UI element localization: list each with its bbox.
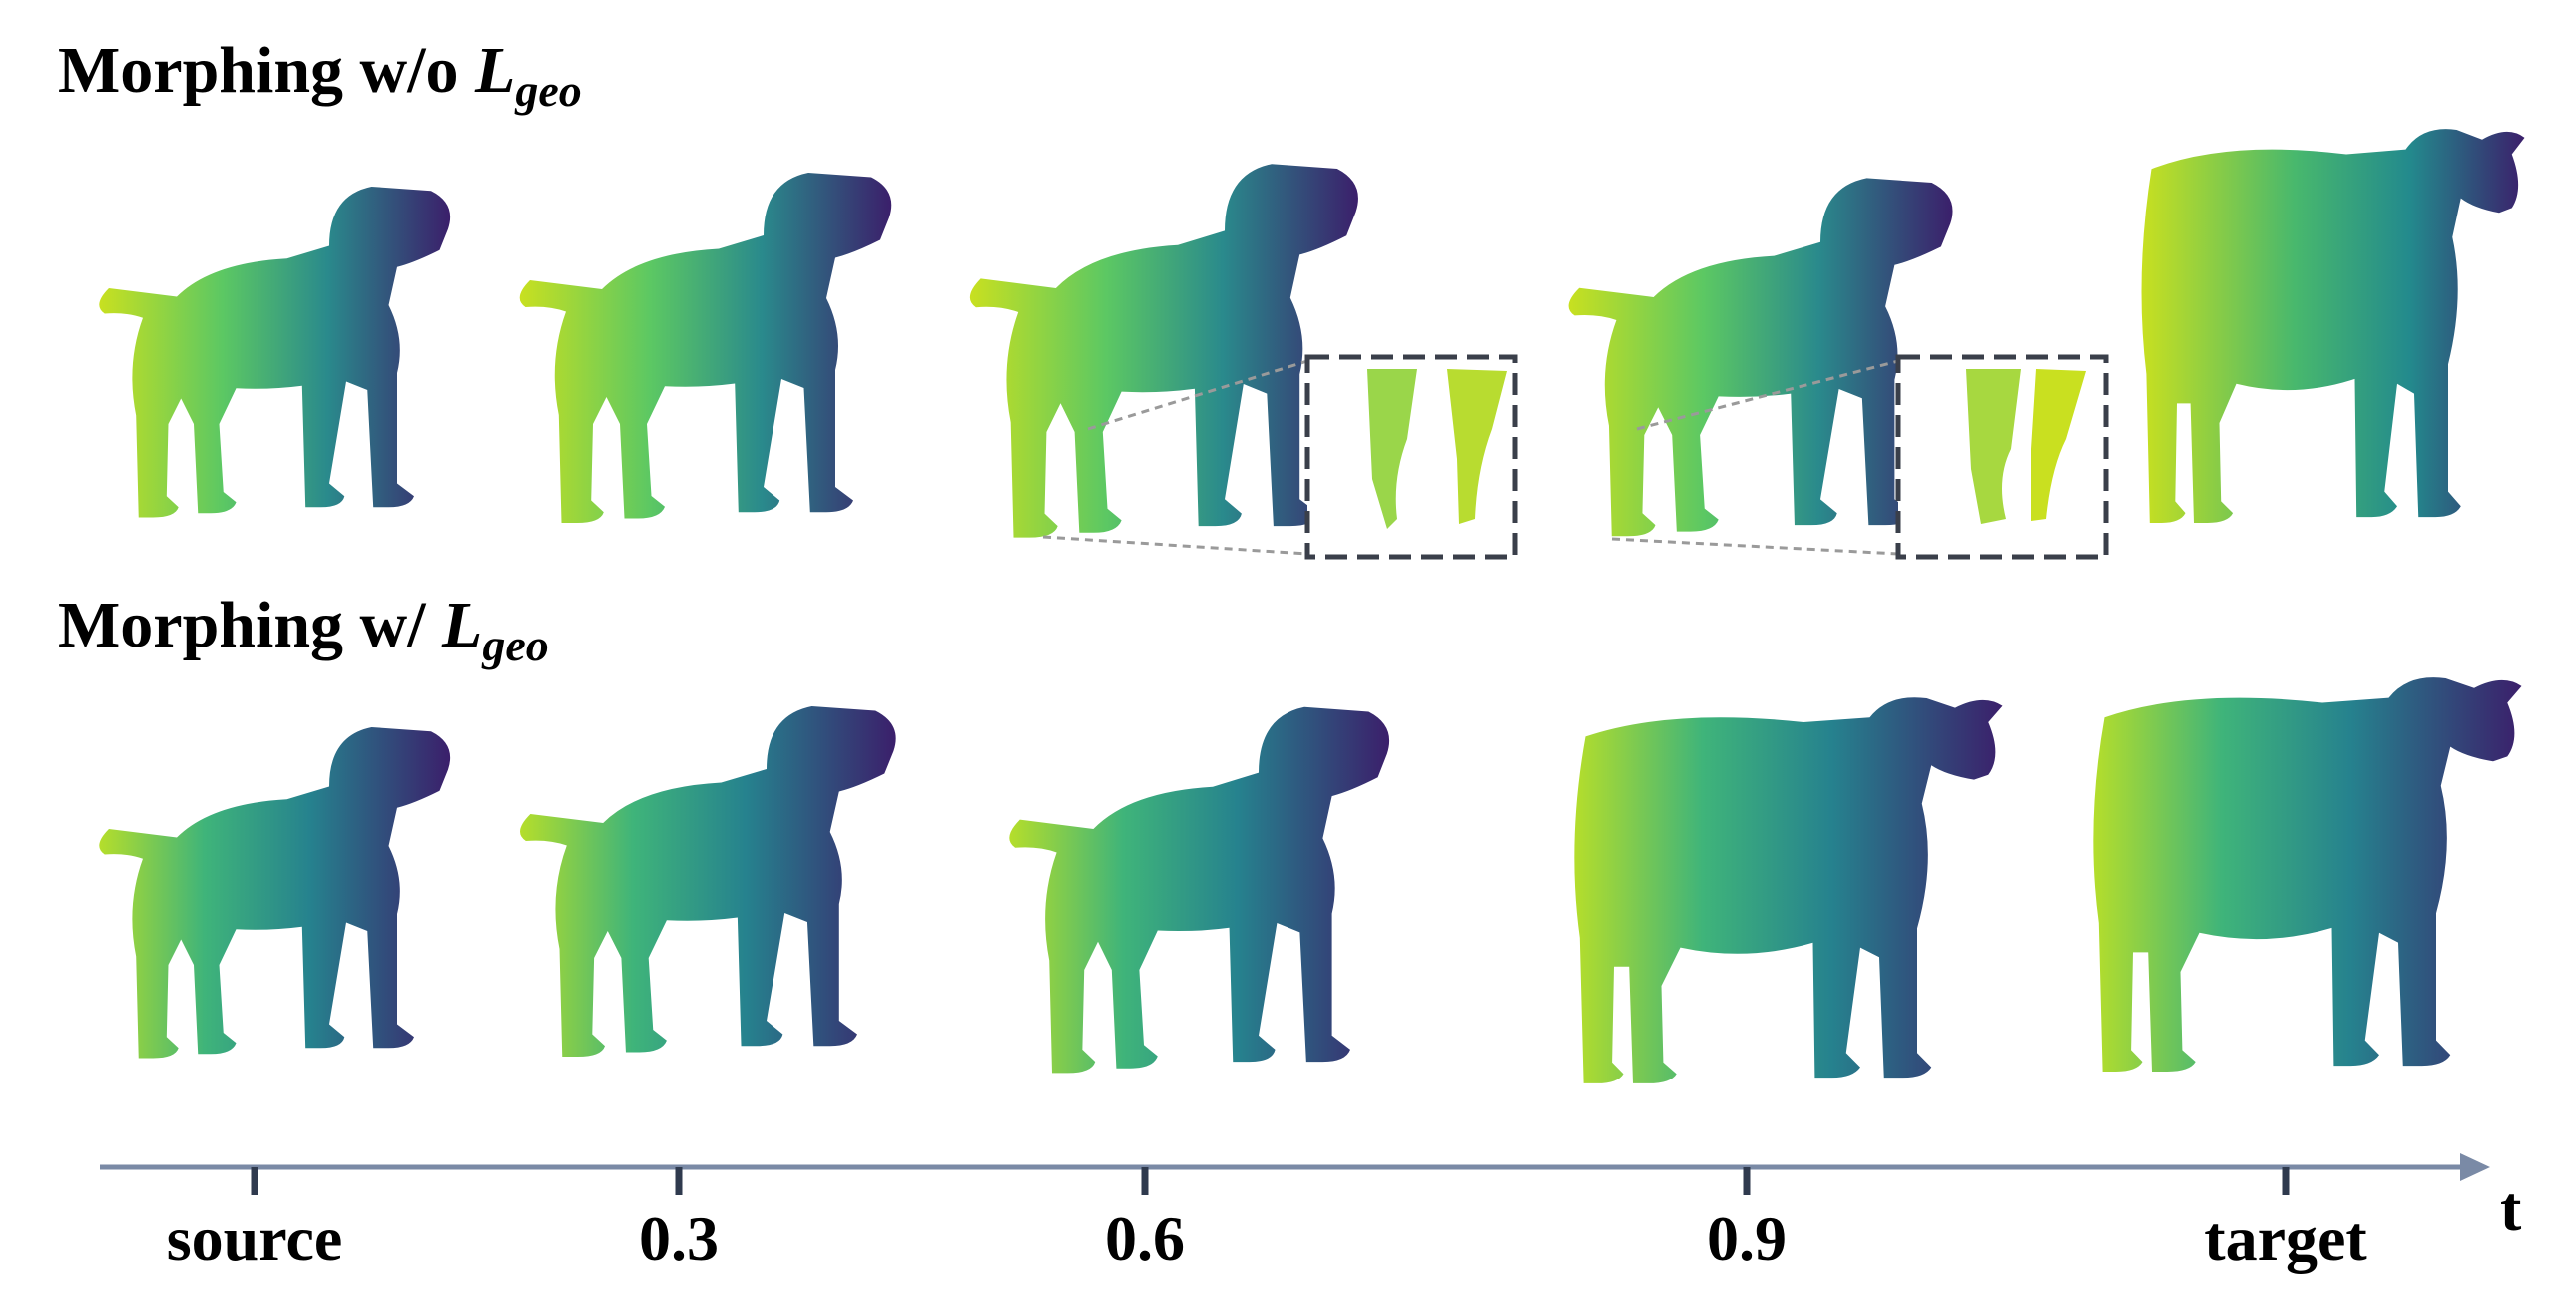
mesh-top-source [99,187,451,518]
mesh-top-target [2141,129,2525,523]
tick-label-0.9: 0.9 [1707,1203,1787,1274]
tick-label-target: target [2204,1203,2367,1274]
top-row-meshes [99,129,2525,560]
tick-label-0.3: 0.3 [639,1203,719,1274]
mesh-top-0.6 [969,164,1358,538]
mesh-bottom-0.6 [1009,706,1390,1074]
mesh-bottom-source [99,727,451,1059]
axis-name-t: t [2500,1173,2522,1244]
time-axis [100,1153,2490,1195]
mesh-bottom-target [2093,677,2522,1072]
mesh-top-0.3 [519,173,892,523]
row-title-without-lgeo: Morphing w/o Lgeo [58,34,582,116]
mesh-bottom-0.9 [1574,697,2003,1083]
tick-label-source: source [166,1203,343,1274]
tick-label-0.6: 0.6 [1105,1203,1185,1274]
inset-zoom-0.9 [1611,354,2109,560]
row-title-with-lgeo: Morphing w/ Lgeo [58,589,549,670]
mesh-bottom-0.3 [520,706,896,1057]
mesh-top-0.9 [1568,178,1953,537]
inset-zoom-0.6 [1042,354,1518,560]
bottom-row-meshes [99,677,2522,1083]
